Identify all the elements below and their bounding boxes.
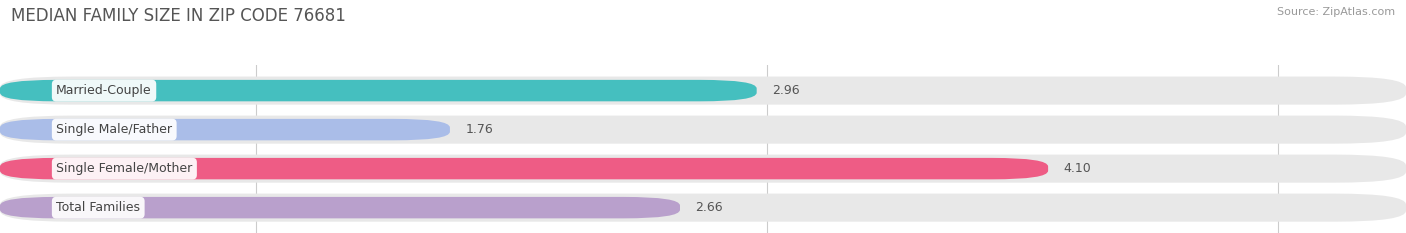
- FancyBboxPatch shape: [0, 119, 450, 140]
- Text: Married-Couple: Married-Couple: [56, 84, 152, 97]
- Text: Single Female/Mother: Single Female/Mother: [56, 162, 193, 175]
- Text: Single Male/Father: Single Male/Father: [56, 123, 173, 136]
- FancyBboxPatch shape: [0, 158, 1047, 179]
- Text: Total Families: Total Families: [56, 201, 141, 214]
- FancyBboxPatch shape: [0, 77, 1406, 105]
- Text: MEDIAN FAMILY SIZE IN ZIP CODE 76681: MEDIAN FAMILY SIZE IN ZIP CODE 76681: [11, 7, 346, 25]
- Text: 2.96: 2.96: [772, 84, 800, 97]
- FancyBboxPatch shape: [0, 116, 1406, 144]
- FancyBboxPatch shape: [0, 194, 1406, 222]
- Text: Source: ZipAtlas.com: Source: ZipAtlas.com: [1277, 7, 1395, 17]
- FancyBboxPatch shape: [0, 80, 756, 101]
- FancyBboxPatch shape: [0, 197, 681, 218]
- Text: 4.10: 4.10: [1063, 162, 1091, 175]
- Text: 2.66: 2.66: [696, 201, 723, 214]
- Text: 1.76: 1.76: [465, 123, 494, 136]
- FancyBboxPatch shape: [0, 154, 1406, 183]
